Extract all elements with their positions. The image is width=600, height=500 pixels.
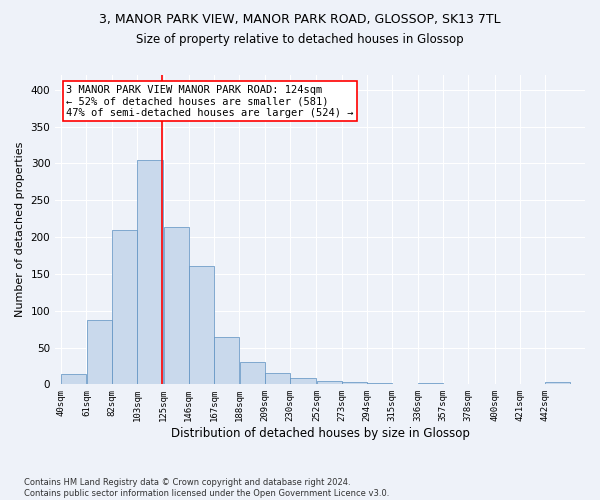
Text: Contains HM Land Registry data © Crown copyright and database right 2024.
Contai: Contains HM Land Registry data © Crown c…: [24, 478, 389, 498]
Bar: [239, 362, 265, 384]
Bar: [61, 374, 86, 384]
Bar: [545, 382, 571, 384]
Bar: [189, 266, 214, 384]
Text: 3 MANOR PARK VIEW MANOR PARK ROAD: 124sqm
← 52% of detached houses are smaller (: 3 MANOR PARK VIEW MANOR PARK ROAD: 124sq…: [66, 84, 353, 118]
Bar: [367, 383, 392, 384]
Bar: [137, 160, 163, 384]
Bar: [317, 380, 341, 384]
Y-axis label: Number of detached properties: Number of detached properties: [15, 142, 25, 318]
Bar: [342, 382, 367, 384]
Bar: [164, 228, 188, 384]
Text: 3, MANOR PARK VIEW, MANOR PARK ROAD, GLOSSOP, SK13 7TL: 3, MANOR PARK VIEW, MANOR PARK ROAD, GLO…: [99, 12, 501, 26]
Bar: [418, 383, 443, 384]
Bar: [265, 372, 290, 384]
Bar: [86, 320, 112, 384]
Bar: [214, 337, 239, 384]
Bar: [290, 378, 316, 384]
Text: Size of property relative to detached houses in Glossop: Size of property relative to detached ho…: [136, 32, 464, 46]
X-axis label: Distribution of detached houses by size in Glossop: Distribution of detached houses by size …: [170, 427, 470, 440]
Bar: [112, 230, 137, 384]
